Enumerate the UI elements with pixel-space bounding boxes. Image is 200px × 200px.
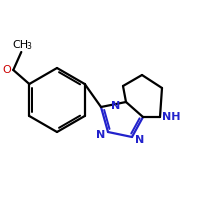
Text: N: N — [135, 135, 144, 145]
Text: N: N — [96, 130, 106, 140]
Text: CH: CH — [12, 40, 28, 50]
Text: O: O — [3, 65, 11, 75]
Text: 3: 3 — [26, 42, 31, 51]
Text: NH: NH — [162, 112, 180, 122]
Text: N: N — [111, 101, 120, 111]
